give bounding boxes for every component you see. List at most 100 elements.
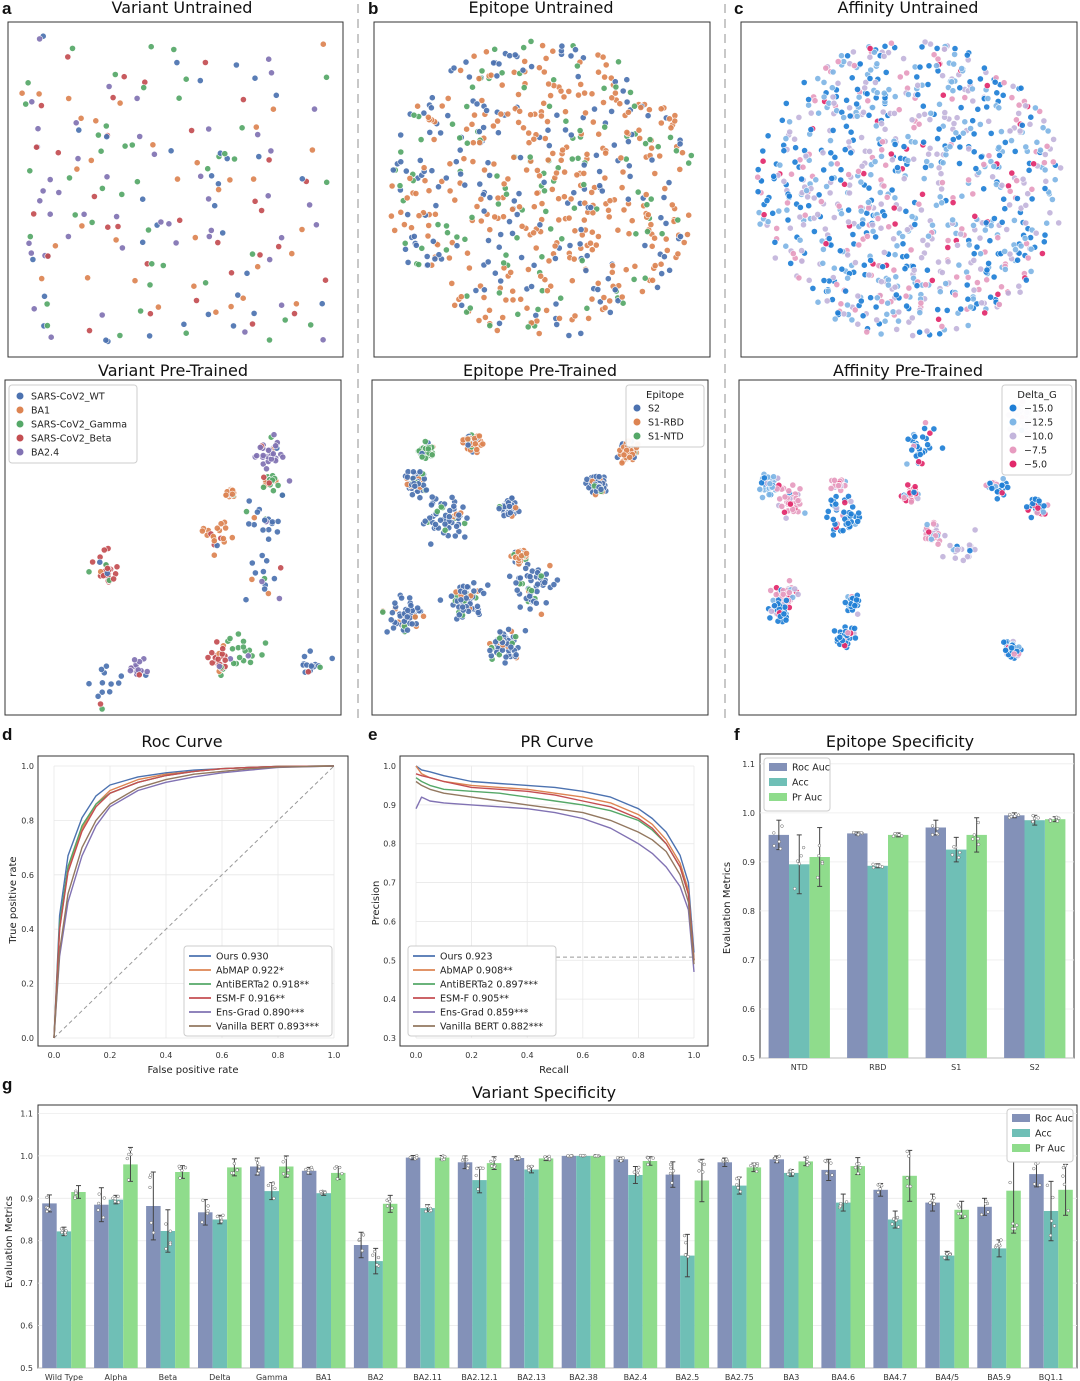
scatter-point — [128, 141, 136, 149]
scatter-point — [944, 237, 952, 244]
scatter-point — [241, 328, 249, 336]
replicate-point — [697, 1169, 701, 1173]
scatter-point — [881, 125, 889, 133]
replicate-point — [74, 1191, 78, 1195]
scatter-point — [588, 188, 596, 196]
scatter-point — [75, 126, 83, 134]
scatter-point — [795, 114, 803, 121]
bar — [867, 865, 888, 1058]
scatter-point — [783, 206, 791, 214]
replicate-point — [429, 1208, 433, 1213]
scatter-point — [474, 602, 481, 610]
scatter-point — [98, 666, 105, 673]
scatter-point — [903, 252, 911, 260]
scatter-point — [530, 229, 537, 237]
scatter-point — [1041, 151, 1049, 158]
scatter-point — [864, 232, 871, 240]
scatter-points — [85, 431, 336, 713]
replicate-point — [180, 1168, 184, 1173]
scatter-point — [1040, 508, 1047, 516]
x-tick-label: 0.8 — [272, 1051, 285, 1060]
replicate-point — [388, 1199, 392, 1204]
scatter-point — [547, 282, 555, 290]
scatter-point — [893, 325, 901, 333]
scatter-point — [951, 291, 959, 299]
replicate-point — [1013, 1227, 1017, 1231]
scatter-point — [34, 125, 42, 133]
scatter-point — [275, 595, 283, 602]
legend-label: Vanilla BERT 0.893*** — [216, 1022, 319, 1033]
scatter-point — [576, 127, 584, 135]
scatter-point — [243, 508, 250, 515]
scatter-point — [846, 112, 854, 120]
scatter-point — [851, 306, 859, 314]
scatter-point — [845, 206, 852, 214]
replicate-point — [544, 1156, 548, 1161]
scatter-point — [193, 159, 201, 167]
scatter-point — [948, 95, 956, 103]
scatter-point — [540, 178, 548, 186]
replicate-point — [793, 887, 797, 891]
scatter-point — [139, 195, 147, 203]
scatter-point — [823, 513, 831, 521]
scatter-point — [451, 532, 459, 540]
scatter-point — [784, 216, 792, 224]
replicate-point — [1066, 1208, 1070, 1213]
replicate-point — [615, 1156, 620, 1160]
scatter-point — [989, 173, 996, 181]
replicate-point — [824, 1171, 829, 1175]
replicate-point — [775, 1159, 779, 1164]
scatter-point — [776, 161, 784, 169]
scatter-point — [957, 104, 965, 111]
scatter-point — [966, 78, 974, 86]
scatter-point — [54, 149, 62, 157]
scatter-point — [839, 527, 847, 534]
scatter-point — [615, 58, 622, 66]
scatter-point — [869, 221, 876, 229]
scatter-point — [99, 184, 106, 192]
scatter-point — [455, 611, 463, 619]
scatter-point — [463, 583, 471, 591]
scatter-point — [525, 266, 532, 273]
scatter-point — [306, 201, 313, 209]
replicate-point — [636, 1173, 640, 1177]
scatter-point — [448, 493, 456, 501]
scatter-point — [548, 185, 556, 193]
scatter-point — [847, 498, 855, 505]
scatter-point — [666, 115, 673, 123]
bar — [1058, 1189, 1073, 1368]
scatter-point — [848, 74, 856, 82]
scatter-point — [1022, 219, 1030, 227]
scatter-point — [1015, 282, 1023, 290]
scatter-point — [274, 518, 282, 525]
scatter-point — [803, 187, 810, 194]
scatter-point — [907, 246, 915, 254]
bar — [316, 1193, 331, 1368]
scatter-point — [507, 268, 515, 276]
legend-label: Roc Auc — [1035, 1114, 1073, 1125]
scatter-point — [557, 294, 565, 302]
scatter-point — [104, 223, 112, 231]
scatter-point — [22, 100, 30, 108]
legend-marker — [1009, 418, 1017, 426]
scatter-point — [634, 188, 642, 196]
scatter-point — [135, 671, 143, 679]
replicate-point — [637, 1165, 641, 1170]
scatter-point — [658, 230, 666, 238]
scatter-point — [1018, 121, 1026, 129]
scatter-point — [881, 317, 889, 325]
scatter-point — [1027, 245, 1035, 253]
scatter-point — [516, 574, 524, 582]
scatter-point — [829, 516, 837, 523]
replicate-point — [755, 1169, 759, 1174]
scatter-point — [935, 258, 942, 266]
scatter-point — [430, 136, 438, 143]
scatter-point — [937, 170, 945, 178]
scatter-point — [622, 266, 630, 274]
scatter-point — [991, 78, 999, 86]
y-tick-label: 0.7 — [742, 956, 755, 965]
scatter-point — [966, 541, 973, 549]
scatter-point — [240, 638, 247, 645]
scatter-point — [99, 679, 106, 687]
y-tick-label: 0.9 — [383, 801, 396, 810]
